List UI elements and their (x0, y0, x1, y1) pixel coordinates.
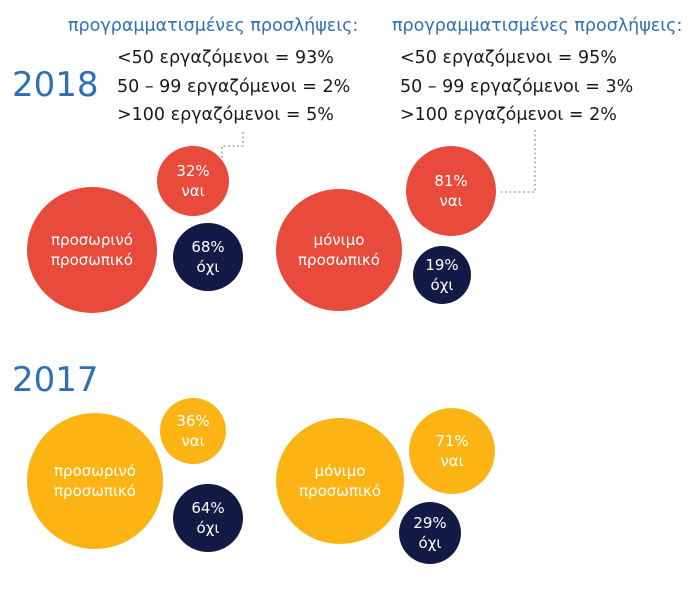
no-label: όχι (196, 258, 220, 276)
permanent-yes-circle-2017: 71% ναι (409, 408, 495, 494)
hires-line-over-100-permanent: >100 εργαζόμενοι = 2% (400, 105, 617, 125)
yes-value: 81% (434, 171, 468, 190)
main-label-line1: προσωρινό (54, 461, 136, 480)
yes-value: 36% (176, 411, 210, 430)
main-label-line1: μόνιμο (313, 230, 365, 249)
main-label-line2: προσωπικό (54, 482, 136, 500)
yes-label: ναι (181, 182, 205, 200)
permanent-yes-circle-2018: 81% ναι (406, 146, 496, 236)
hires-line-50-99-permanent: 50 – 99 εργαζόμενοι = 3% (400, 77, 634, 97)
hires-line-over-100-temporary: >100 εργαζόμενοι = 5% (117, 105, 334, 125)
hires-line-under-50-temporary: <50 εργαζόμενοι = 93% (117, 48, 334, 68)
yes-label: ναι (440, 452, 464, 470)
no-value: 29% (413, 513, 447, 532)
permanent-no-circle-2018: 19% όχι (413, 246, 471, 304)
yes-label: ναι (181, 432, 205, 450)
planned-hires-header-temporary: προγραμματισμένες προσλήψεις: (68, 16, 359, 36)
no-value: 19% (425, 255, 459, 274)
temporary-staff-circle-2017: προσωρινό προσωπικό (27, 413, 163, 549)
connector-permanent-2018 (498, 130, 536, 193)
permanent-staff-circle-2017: μόνιμο προσωπικό (276, 418, 404, 544)
main-label-line1: μόνιμο (314, 461, 366, 480)
main-label-line2: προσωπικό (298, 251, 380, 269)
temporary-yes-circle-2017: 36% ναι (160, 398, 226, 464)
year-2017-label: 2017 (12, 360, 99, 400)
no-label: όχι (418, 534, 442, 552)
connector-temporary-2018 (221, 132, 244, 160)
permanent-no-circle-2017: 29% όχι (399, 502, 461, 564)
no-value: 68% (191, 237, 225, 256)
no-label: όχι (196, 519, 220, 537)
planned-hires-header-permanent: προγραμματισμένες προσλήψεις: (392, 16, 683, 36)
no-label: όχι (430, 276, 454, 294)
hires-line-under-50-permanent: <50 εργαζόμενοι = 95% (400, 48, 617, 68)
yes-label: ναι (439, 192, 463, 210)
permanent-staff-circle-2018: μόνιμο προσωπικό (276, 189, 402, 311)
no-value: 64% (191, 498, 225, 517)
year-2018-label: 2018 (12, 65, 99, 105)
yes-value: 32% (176, 161, 210, 180)
main-label-line2: προσωπικό (51, 251, 133, 269)
main-label-line2: προσωπικό (299, 482, 381, 500)
temporary-yes-circle-2018: 32% ναι (157, 146, 229, 216)
temporary-no-circle-2017: 64% όχι (173, 484, 243, 552)
hires-line-50-99-temporary: 50 – 99 εργαζόμενοι = 2% (117, 77, 351, 97)
main-label-line1: προσωρινό (51, 230, 133, 249)
temporary-staff-circle-2018: προσωρινό προσωπικό (27, 187, 157, 313)
temporary-no-circle-2018: 68% όχι (173, 223, 243, 291)
yes-value: 71% (435, 431, 469, 450)
